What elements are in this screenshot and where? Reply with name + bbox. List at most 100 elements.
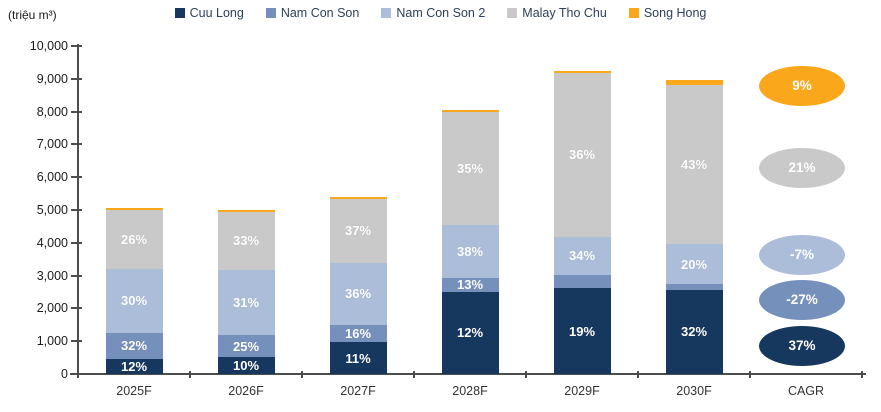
bar-segment-label: 10% bbox=[232, 358, 260, 374]
bar-segment-label: 36% bbox=[344, 286, 372, 302]
cagr-ellipse-cuu-long: 37% bbox=[757, 324, 847, 368]
legend-item: Nam Con Son 2 bbox=[381, 6, 485, 20]
bar-2030F: 43% 20% 32% bbox=[665, 80, 723, 374]
y-tick-label: 6,000 bbox=[36, 170, 68, 185]
bar-segment: 34% bbox=[553, 236, 611, 276]
chart-legend: Cuu Long Nam Con Son Nam Con Son 2 Malay Th… bbox=[0, 4, 881, 22]
bar-segment-label: 38% bbox=[456, 243, 484, 259]
bar-segment-label: 33% bbox=[232, 233, 260, 249]
legend-item: Malay Tho Chu bbox=[507, 6, 607, 20]
bar-segment-label: 43% bbox=[680, 157, 708, 173]
y-axis-tick bbox=[71, 110, 82, 113]
bar-segment: 37% bbox=[329, 198, 387, 263]
y-tick-label: 4,000 bbox=[36, 235, 68, 250]
bar-2026F: 33% 31% 25% 10% bbox=[217, 210, 275, 374]
y-axis-tick bbox=[71, 143, 82, 146]
y-axis-tick bbox=[71, 340, 82, 343]
bar-segment bbox=[553, 70, 611, 74]
bar-segment-label: 35% bbox=[456, 160, 484, 176]
bar-segment: 12% bbox=[441, 291, 499, 374]
legend-item: Cuu Long bbox=[174, 6, 244, 20]
bar-segment: 25% bbox=[217, 334, 275, 358]
bar-segment: 16% bbox=[329, 324, 387, 343]
bar-segment-label: 20% bbox=[680, 256, 708, 272]
legend-label: Cuu Long bbox=[189, 6, 244, 20]
x-axis-tick bbox=[413, 371, 415, 378]
legend-swatch-icon bbox=[628, 8, 639, 18]
bar-segment-label: 32% bbox=[680, 324, 708, 340]
x-axis-tick bbox=[77, 371, 79, 378]
bar-segment-label: 11% bbox=[345, 350, 371, 366]
bar-segment bbox=[105, 208, 163, 210]
x-axis-label: 2025F bbox=[116, 384, 152, 398]
bar-segment: 10% bbox=[217, 357, 275, 374]
bar-segment-label: 13% bbox=[456, 277, 484, 293]
cagr-value: -27% bbox=[786, 292, 818, 308]
x-axis-label: 2029F bbox=[564, 384, 600, 398]
y-axis-unit-label: (triệu m³) bbox=[8, 8, 57, 22]
cagr-ellipse-nam-con-son: -27% bbox=[757, 278, 847, 322]
legend-label: Nam Con Son bbox=[280, 6, 360, 20]
bar-segment-label: 12% bbox=[456, 325, 484, 341]
y-axis-tick bbox=[71, 241, 82, 244]
cagr-value: 21% bbox=[788, 160, 816, 176]
x-axis-label: 2028F bbox=[452, 384, 488, 398]
legend-label: Song Hong bbox=[643, 6, 707, 20]
legend-item: Nam Con Son bbox=[265, 6, 360, 20]
bar-2025F: 26% 30% 32% 12% bbox=[105, 208, 163, 374]
y-tick-label: 8,000 bbox=[36, 104, 68, 119]
legend-label: Nam Con Son 2 bbox=[396, 6, 486, 20]
bar-2028F: 35% 38% 13% 12% bbox=[441, 109, 499, 374]
legend-swatch-icon bbox=[265, 8, 276, 18]
bar-segment: 31% bbox=[217, 270, 275, 335]
bar-segment: 43% bbox=[665, 84, 723, 245]
x-axis-label-cagr: CAGR bbox=[787, 384, 825, 398]
bar-segment-label: 36% bbox=[568, 147, 596, 163]
y-axis-tick bbox=[71, 209, 82, 211]
cagr-ellipse-malay-tho-chu: 21% bbox=[757, 146, 847, 190]
x-axis-tick bbox=[637, 371, 639, 378]
cagr-ellipse-nam-con-son-2: -7% bbox=[757, 233, 847, 277]
x-axis-tick bbox=[749, 371, 751, 378]
bar-segment-label: 19% bbox=[568, 323, 596, 339]
bar-segment: 36% bbox=[553, 73, 611, 237]
bar-segment bbox=[665, 80, 723, 85]
y-axis-tick bbox=[71, 307, 82, 310]
legend-swatch-icon bbox=[174, 8, 185, 18]
y-tick-label: 0 bbox=[61, 367, 68, 381]
bar-segment: 12% bbox=[105, 358, 163, 374]
y-tick-label: 7,000 bbox=[36, 137, 68, 152]
bar-segment: 35% bbox=[441, 111, 499, 225]
bar-segment-label: 37% bbox=[344, 223, 372, 239]
bar-segment-label: 32% bbox=[120, 338, 148, 354]
bar-segment bbox=[329, 196, 387, 199]
y-tick-label: 5,000 bbox=[36, 203, 68, 217]
bar-segment-label: 26% bbox=[120, 232, 148, 247]
bar-segment: 32% bbox=[665, 290, 723, 374]
y-axis-tick bbox=[71, 77, 82, 80]
bar-segment-label: 16% bbox=[344, 326, 372, 342]
legend-item: Song Hong bbox=[628, 6, 707, 20]
x-axis-tick bbox=[525, 371, 527, 378]
bar-segment bbox=[441, 109, 499, 112]
bar-segment: 30% bbox=[105, 269, 163, 333]
y-tick-label: 3,000 bbox=[36, 268, 68, 283]
y-tick-label: 10,000 bbox=[29, 39, 68, 53]
cagr-value: 9% bbox=[792, 78, 812, 94]
y-axis-tick bbox=[71, 274, 82, 277]
bar-segment-label: 31% bbox=[232, 294, 260, 310]
x-axis-tick bbox=[189, 371, 191, 378]
y-axis-tick bbox=[71, 176, 82, 179]
x-axis-tick bbox=[301, 371, 303, 378]
bar-segment bbox=[665, 284, 723, 290]
bar-segment-label: 30% bbox=[120, 293, 148, 309]
x-axis-line bbox=[70, 373, 866, 375]
bar-segment-label: 34% bbox=[568, 248, 596, 264]
x-axis-label: 2027F bbox=[340, 384, 376, 398]
bar-segment: 38% bbox=[441, 224, 499, 278]
cagr-ellipse-song-hong: 9% bbox=[757, 64, 847, 108]
bar-segment: 13% bbox=[441, 277, 499, 293]
y-tick-label: 2,000 bbox=[36, 301, 68, 316]
bar-segment bbox=[553, 275, 611, 289]
bar-segment: 32% bbox=[105, 332, 163, 359]
